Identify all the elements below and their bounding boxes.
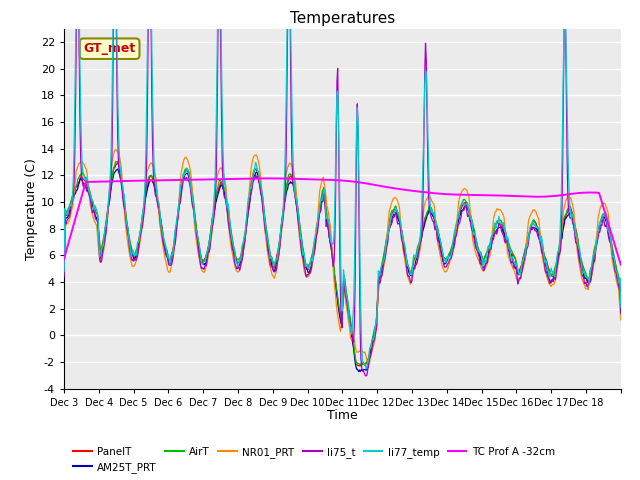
NR01_PRT xyxy=(112,147,120,153)
PanelT xyxy=(356,363,364,369)
NR01_PRT xyxy=(365,362,372,368)
AM25T_PRT xyxy=(114,166,122,172)
NR01_PRT xyxy=(256,168,264,174)
TC Prof A -32cm xyxy=(264,176,272,181)
TC Prof A -32cm xyxy=(125,178,133,184)
PanelT xyxy=(256,181,264,187)
Line: li77_temp: li77_temp xyxy=(64,0,621,369)
NR01_PRT xyxy=(433,227,440,232)
NR01_PRT xyxy=(617,317,625,323)
AM25T_PRT xyxy=(256,184,264,190)
li75_t xyxy=(256,184,264,190)
NR01_PRT xyxy=(126,254,134,260)
AM25T_PRT xyxy=(277,231,285,237)
NR01_PRT xyxy=(401,260,409,265)
li75_t xyxy=(617,311,625,316)
Line: NR01_PRT: NR01_PRT xyxy=(64,150,621,365)
AirT xyxy=(228,236,236,242)
PanelT xyxy=(60,272,68,278)
li75_t xyxy=(60,274,68,280)
Line: AM25T_PRT: AM25T_PRT xyxy=(64,169,621,372)
li77_temp xyxy=(277,222,285,228)
Y-axis label: Temperature (C): Temperature (C) xyxy=(25,158,38,260)
PanelT xyxy=(114,160,122,166)
PanelT xyxy=(277,225,285,231)
AirT xyxy=(277,225,285,231)
AM25T_PRT xyxy=(401,253,409,259)
NR01_PRT xyxy=(60,268,68,274)
li75_t xyxy=(125,243,133,249)
li75_t xyxy=(401,254,409,260)
li77_temp xyxy=(256,180,264,186)
AM25T_PRT xyxy=(126,245,134,251)
Text: GT_met: GT_met xyxy=(83,42,136,55)
li75_t xyxy=(277,227,285,233)
TC Prof A -32cm xyxy=(617,262,625,267)
AirT xyxy=(126,239,134,244)
PanelT xyxy=(228,238,236,244)
AirT xyxy=(114,158,122,164)
AirT xyxy=(401,248,409,254)
TC Prof A -32cm xyxy=(277,176,285,181)
TC Prof A -32cm xyxy=(401,187,408,192)
li77_temp xyxy=(228,239,236,245)
Line: AirT: AirT xyxy=(64,161,621,365)
li77_temp xyxy=(362,366,370,372)
AirT xyxy=(256,177,264,183)
AM25T_PRT xyxy=(228,242,236,248)
AM25T_PRT xyxy=(433,227,440,233)
PanelT xyxy=(617,304,625,310)
li77_temp xyxy=(433,225,440,230)
Line: TC Prof A -32cm: TC Prof A -32cm xyxy=(64,179,621,264)
TC Prof A -32cm xyxy=(432,191,440,196)
li77_temp xyxy=(125,238,133,244)
li77_temp xyxy=(60,268,68,274)
Line: PanelT: PanelT xyxy=(64,163,621,366)
AM25T_PRT xyxy=(60,274,68,280)
NR01_PRT xyxy=(277,234,285,240)
TC Prof A -32cm xyxy=(228,176,236,182)
li77_temp xyxy=(617,304,625,310)
PanelT xyxy=(126,240,134,246)
Title: Temperatures: Temperatures xyxy=(290,11,395,26)
AirT xyxy=(60,272,68,277)
TC Prof A -32cm xyxy=(60,256,68,262)
AirT xyxy=(433,221,440,227)
li75_t xyxy=(362,373,370,379)
AirT xyxy=(617,304,625,310)
li77_temp xyxy=(401,245,409,251)
PanelT xyxy=(401,250,409,256)
NR01_PRT xyxy=(228,251,236,257)
Line: li75_t: li75_t xyxy=(64,0,621,376)
TC Prof A -32cm xyxy=(255,176,263,181)
AM25T_PRT xyxy=(355,369,363,374)
li75_t xyxy=(433,227,440,232)
X-axis label: Time: Time xyxy=(327,409,358,422)
PanelT xyxy=(433,224,440,230)
AirT xyxy=(356,362,364,368)
AM25T_PRT xyxy=(617,307,625,313)
li75_t xyxy=(228,247,236,252)
Legend: PanelT, AM25T_PRT, AirT, NR01_PRT, li75_t, li77_temp, TC Prof A -32cm: PanelT, AM25T_PRT, AirT, NR01_PRT, li75_… xyxy=(69,443,559,477)
